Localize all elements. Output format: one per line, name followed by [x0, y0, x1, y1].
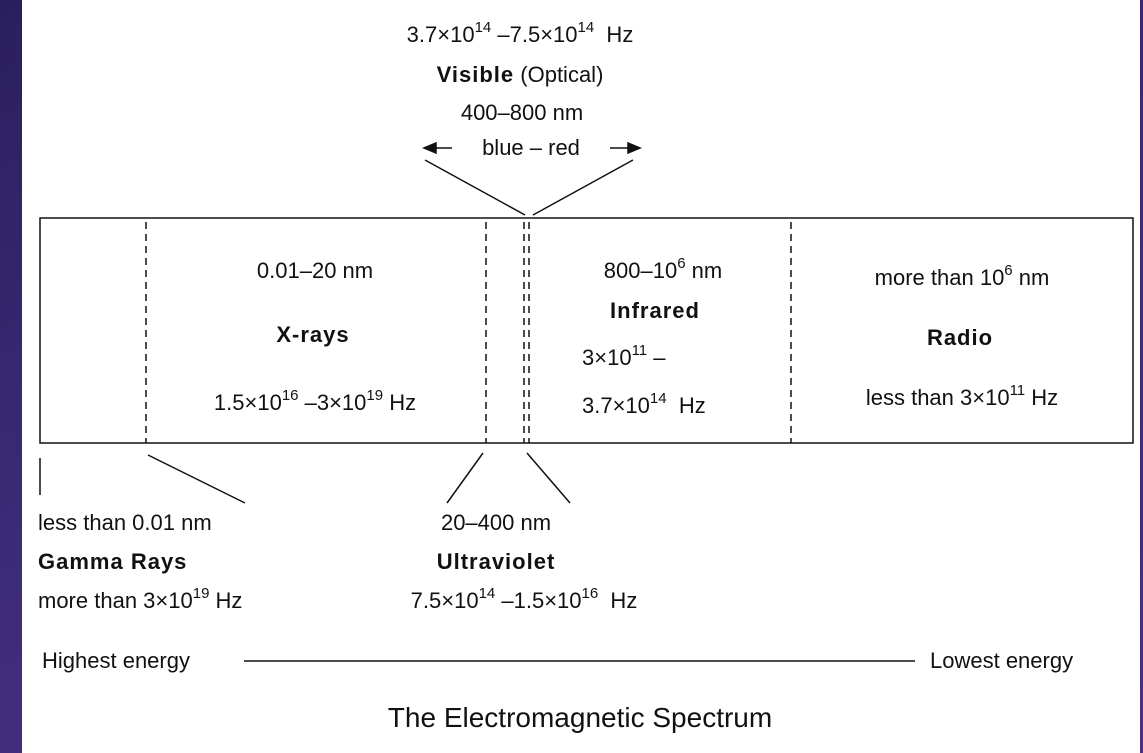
- radio-wavelength: more than 106 nm: [874, 262, 1050, 294]
- visible-qualifier: (Optical): [520, 62, 604, 87]
- text-run: nm: [1012, 265, 1050, 290]
- superscript: 19: [366, 387, 384, 404]
- ultraviolet-wavelength: 20–400 nm: [441, 510, 551, 536]
- text-run: Hz: [1025, 385, 1059, 410]
- visible-heading: Visible (Optical): [437, 62, 604, 88]
- text-run: Hz: [598, 588, 638, 613]
- text-run: Hz: [209, 588, 243, 613]
- text-run: less than 3×10: [865, 385, 1010, 410]
- gamma-frequency: more than 3×1019 Hz: [38, 585, 243, 617]
- text-run: 7.5×10: [410, 588, 479, 613]
- text-run: 1.5×10: [213, 390, 282, 415]
- band-dividers: [145, 222, 792, 443]
- text-run: 3×10: [582, 345, 632, 370]
- infrared-name: Infrared: [610, 298, 700, 323]
- text-run: –1.5×10: [495, 588, 582, 613]
- text-run: –3×10: [298, 390, 367, 415]
- superscript: 16: [581, 585, 599, 602]
- superscript: 11: [631, 342, 648, 359]
- visible-wavelength: 400–800 nm: [460, 100, 584, 125]
- diagram-title: The Electromagnetic Spectrum: [387, 702, 773, 733]
- visible-colors: blue – red: [482, 135, 580, 160]
- text-run: –: [647, 345, 666, 370]
- energy-low: Lowest energy: [930, 648, 1074, 673]
- infrared-frequency: 3×1011 –: [582, 342, 666, 374]
- superscript: 6: [1004, 262, 1013, 279]
- text-run: Hz: [383, 390, 417, 415]
- pointer: [147, 454, 246, 504]
- pointer: [446, 452, 484, 504]
- visible-frequency: 3.7×1014 –7.5×1014 Hz: [406, 19, 634, 51]
- pointer: [424, 159, 526, 216]
- infrared-frequency: 3.7×1014 Hz: [582, 390, 706, 422]
- text-run: 800–10: [603, 258, 678, 283]
- text-run: nm: [685, 258, 723, 283]
- xrays-wavelength: 0.01–20 nm: [257, 258, 373, 284]
- arrowhead: [627, 141, 642, 155]
- text-run: less than 0.01 nm: [38, 510, 212, 535]
- text-run: more than 10: [874, 265, 1005, 290]
- gamma-name: Gamma Rays: [38, 549, 188, 574]
- superscript: 6: [677, 255, 686, 272]
- ultraviolet-frequency: 7.5×1014 –1.5×1016 Hz: [410, 585, 638, 617]
- radio-frequency: less than 3×1011 Hz: [865, 382, 1059, 414]
- superscript: 14: [577, 19, 595, 36]
- text-run: Hz: [666, 393, 706, 418]
- superscript: 16: [281, 387, 299, 404]
- pointer: [526, 452, 571, 504]
- superscript: 11: [1009, 382, 1026, 399]
- infrared-wavelength: 800–106 nm: [603, 255, 723, 287]
- text-run: 3.7×10: [406, 22, 475, 47]
- superscript: 14: [649, 390, 667, 407]
- xrays-name: X-rays: [276, 322, 350, 347]
- visible-name: Visible: [436, 62, 515, 87]
- pointer: [532, 159, 634, 216]
- diagram-sheet: [22, 0, 1140, 753]
- text-run: 3.7×10: [582, 393, 650, 418]
- radio-name: Radio: [926, 325, 994, 350]
- superscript: 14: [474, 19, 492, 36]
- text-run: 0.01–20 nm: [256, 258, 374, 283]
- arrowhead: [422, 141, 437, 155]
- text-run: Hz: [594, 22, 634, 47]
- ultraviolet-name: Ultraviolet: [436, 549, 556, 574]
- gamma-wavelength: less than 0.01 nm: [38, 510, 212, 536]
- superscript: 14: [478, 585, 496, 602]
- energy-high: Highest energy: [42, 648, 190, 673]
- xrays-frequency: 1.5×1016 –3×1019 Hz: [213, 387, 417, 419]
- text-run: –7.5×10: [491, 22, 578, 47]
- superscript: 19: [192, 585, 210, 602]
- text-run: more than 3×10: [38, 588, 193, 613]
- spectrum-box: [39, 217, 1134, 444]
- text-run: 20–400 nm: [440, 510, 552, 535]
